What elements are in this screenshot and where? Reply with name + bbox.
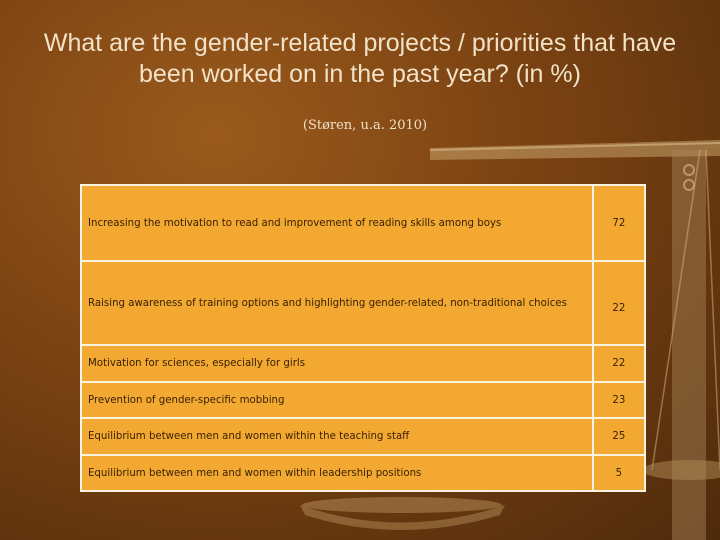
table-row: Increasing the motivation to read and im… bbox=[80, 184, 647, 262]
row-value: 23 bbox=[591, 381, 647, 419]
table-row: Motivation for sciences, especially for … bbox=[80, 344, 647, 383]
table-row: Equilibrium between men and women within… bbox=[80, 454, 647, 492]
row-value: 22 bbox=[591, 260, 647, 346]
row-value: 72 bbox=[591, 184, 647, 262]
row-value: 22 bbox=[591, 344, 647, 383]
row-label: Equilibrium between men and women within… bbox=[80, 454, 594, 492]
results-table: Increasing the motivation to read and im… bbox=[80, 184, 647, 492]
row-label: Motivation for sciences, especially for … bbox=[80, 344, 594, 383]
slide-title: What are the gender-related projects / p… bbox=[43, 29, 677, 88]
table-row: Prevention of gender-specific mobbing 23 bbox=[80, 381, 647, 419]
row-label: Equilibrium between men and women within… bbox=[80, 417, 594, 456]
row-label: Raising awareness of training options an… bbox=[80, 260, 594, 346]
table-row: Raising awareness of training options an… bbox=[80, 260, 647, 346]
row-label: Prevention of gender-specific mobbing bbox=[80, 381, 594, 419]
slide-subtitle-citation: (Støren, u.a. 2010) bbox=[302, 118, 428, 133]
row-value: 5 bbox=[591, 454, 647, 492]
row-label: Increasing the motivation to read and im… bbox=[80, 184, 594, 262]
row-value: 25 bbox=[591, 417, 647, 456]
table-row: Equilibrium between men and women within… bbox=[80, 417, 647, 456]
